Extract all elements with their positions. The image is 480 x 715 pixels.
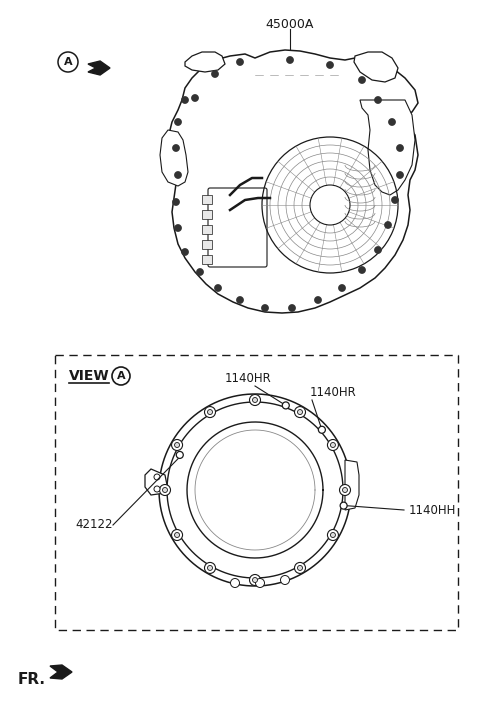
Text: VIEW: VIEW [69, 369, 109, 383]
Circle shape [298, 566, 302, 571]
Circle shape [250, 395, 261, 405]
Circle shape [207, 410, 213, 415]
Circle shape [212, 71, 218, 77]
Circle shape [171, 530, 182, 541]
Circle shape [163, 488, 168, 493]
Circle shape [171, 440, 182, 450]
Circle shape [255, 578, 264, 588]
FancyBboxPatch shape [208, 188, 267, 267]
Circle shape [327, 440, 338, 450]
Circle shape [154, 474, 160, 480]
Circle shape [392, 197, 398, 204]
Text: 1140HR: 1140HR [310, 386, 357, 399]
Circle shape [288, 305, 296, 312]
Circle shape [181, 97, 189, 104]
Circle shape [339, 485, 350, 495]
Text: 45000A: 45000A [266, 18, 314, 31]
Circle shape [172, 199, 180, 205]
Circle shape [58, 52, 78, 72]
Circle shape [175, 443, 180, 448]
Polygon shape [360, 100, 415, 195]
Circle shape [340, 502, 347, 509]
Circle shape [159, 485, 170, 495]
Polygon shape [354, 52, 398, 82]
Circle shape [204, 407, 216, 418]
Circle shape [262, 305, 268, 312]
Polygon shape [160, 130, 188, 186]
Text: 42122: 42122 [75, 518, 112, 531]
Bar [55, 355, 458, 630]
Bar [202, 240, 212, 249]
Polygon shape [168, 50, 418, 313]
Circle shape [204, 563, 216, 573]
Circle shape [280, 576, 289, 584]
Circle shape [252, 398, 257, 403]
Circle shape [338, 285, 346, 292]
Circle shape [343, 488, 348, 493]
Circle shape [181, 249, 189, 255]
Circle shape [172, 144, 180, 152]
Bar [202, 210, 212, 219]
Circle shape [175, 225, 181, 232]
Circle shape [207, 566, 213, 571]
Bar [202, 225, 212, 234]
Circle shape [196, 269, 204, 275]
Circle shape [359, 267, 365, 274]
Circle shape [310, 185, 350, 225]
Circle shape [112, 367, 130, 385]
Circle shape [374, 247, 382, 254]
Text: FR.: FR. [18, 673, 46, 688]
Circle shape [176, 451, 183, 458]
Bar [202, 255, 212, 264]
Circle shape [250, 574, 261, 586]
Circle shape [287, 56, 293, 64]
Circle shape [374, 97, 382, 104]
Polygon shape [345, 460, 359, 510]
Circle shape [327, 530, 338, 541]
Circle shape [237, 297, 243, 303]
Circle shape [282, 402, 289, 409]
Circle shape [230, 578, 240, 588]
Text: A: A [64, 57, 72, 67]
Circle shape [295, 563, 305, 573]
Circle shape [192, 94, 199, 102]
Circle shape [330, 443, 336, 448]
Circle shape [396, 144, 404, 152]
Circle shape [314, 297, 322, 303]
Polygon shape [185, 52, 225, 72]
Polygon shape [145, 469, 167, 495]
Bar [202, 195, 212, 204]
Circle shape [175, 172, 181, 179]
Circle shape [252, 578, 257, 583]
Circle shape [318, 426, 325, 433]
Circle shape [326, 61, 334, 69]
Text: A: A [117, 371, 125, 381]
Polygon shape [88, 61, 110, 75]
Circle shape [298, 410, 302, 415]
Circle shape [359, 77, 365, 84]
Circle shape [396, 172, 404, 179]
Circle shape [154, 486, 160, 492]
Text: 1140HH: 1140HH [408, 503, 456, 516]
Circle shape [384, 222, 392, 229]
Text: 1140HR: 1140HR [225, 372, 272, 385]
Polygon shape [50, 665, 72, 679]
Circle shape [175, 533, 180, 538]
Polygon shape [167, 402, 343, 578]
Circle shape [388, 119, 396, 126]
Circle shape [330, 533, 336, 538]
Circle shape [295, 407, 305, 418]
Circle shape [237, 59, 243, 66]
Circle shape [215, 285, 221, 292]
Circle shape [175, 119, 181, 126]
